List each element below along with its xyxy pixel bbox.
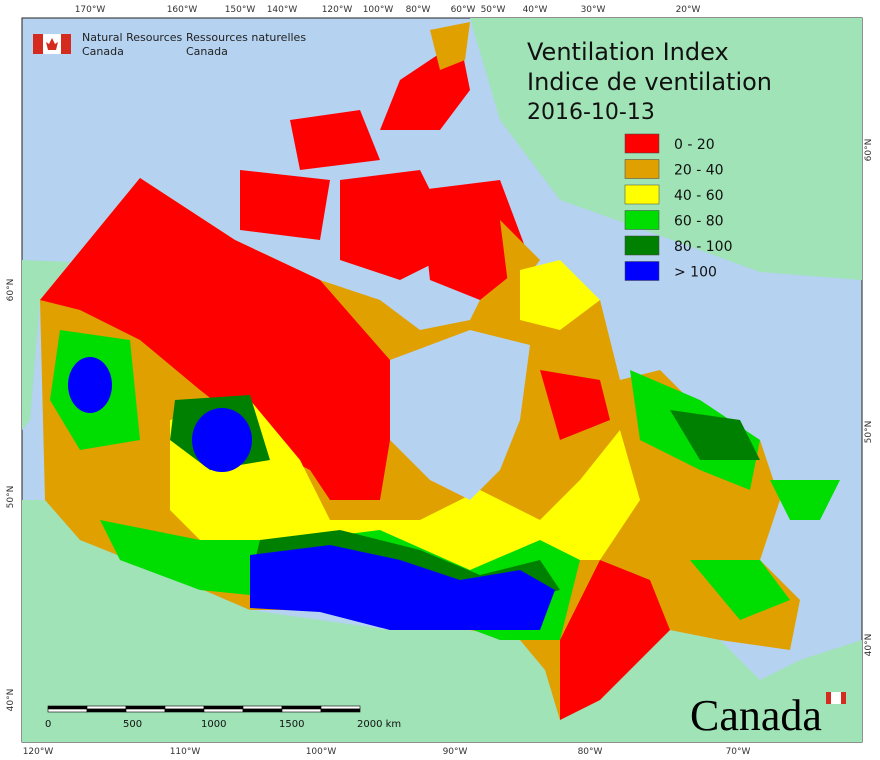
- longitude-label: 40°W: [523, 5, 548, 15]
- longitude-label: 110°W: [170, 747, 201, 757]
- maple-leaf: [46, 38, 58, 50]
- scale-segment: [86, 705, 127, 710]
- legend-label: 80 - 100: [674, 239, 733, 255]
- longitude-label: 120°W: [23, 747, 54, 757]
- ventilation-zone: [520, 260, 600, 330]
- latitude-label: 60°N: [864, 139, 874, 162]
- canada-wordmark: Canada: [690, 691, 822, 740]
- ventilation-zone: [240, 170, 330, 240]
- scale-segment: [242, 708, 283, 713]
- ventilation-zone: [420, 180, 530, 300]
- agency-logo: Natural Resources Canada Ressources natu…: [33, 31, 306, 58]
- longitude-label: 100°W: [363, 5, 394, 15]
- latitude-label: 50°N: [864, 421, 874, 444]
- longitude-label: 150°W: [225, 5, 256, 15]
- scale-label: 1000: [201, 719, 226, 730]
- ventilation-zone: [770, 480, 840, 520]
- longitude-label: 100°W: [306, 747, 337, 757]
- latitude-label: 40°N: [6, 689, 16, 712]
- scale-segment: [203, 708, 244, 713]
- legend-label: > 100: [674, 265, 717, 281]
- longitude-label: 170°W: [75, 5, 106, 15]
- flag-bar: [61, 34, 71, 54]
- scale-segment: [281, 705, 322, 710]
- wordmark-flag: [826, 692, 831, 704]
- legend-label: 60 - 80: [674, 214, 724, 230]
- legend-swatch: [624, 210, 660, 230]
- scale-segment: [47, 705, 88, 710]
- date: 2016-10-13: [527, 100, 655, 125]
- agency-en: Natural Resources: [82, 31, 183, 44]
- latitude-label: 40°N: [864, 634, 874, 657]
- ventilation-zone: [500, 220, 540, 300]
- legend-swatch: [624, 159, 660, 179]
- title: Ventilation Index: [527, 38, 729, 66]
- scale-label: 0: [45, 719, 51, 730]
- legend: 0 - 20 20 - 40 40 - 60 60 - 80 80 - 100 > 100: [624, 133, 733, 281]
- agency-fr: Ressources naturelles: [186, 31, 306, 44]
- scale-segment: [164, 705, 205, 710]
- longitude-label: 160°W: [167, 5, 198, 15]
- latitude-label: 50°N: [6, 486, 16, 509]
- legend-swatch: [624, 133, 660, 154]
- scale-segment: [320, 708, 361, 713]
- flag-bar: [33, 34, 43, 54]
- longitude-label: 30°W: [581, 5, 606, 15]
- scale-segment: [203, 705, 244, 710]
- scale-segment: [164, 708, 205, 713]
- graticule-labels: 170°W 160°W 150°W 140°W 120°W 100°W 80°W 60°W 50…: [6, 5, 874, 757]
- title: Indice de ventilation: [527, 68, 772, 96]
- longitude-label: 50°W: [481, 5, 506, 15]
- scale-label: 500: [123, 719, 142, 730]
- wordmark-flag: [841, 692, 846, 704]
- legend-swatch: [624, 235, 660, 256]
- alaska: [22, 260, 70, 430]
- latitude-label: 60°N: [6, 279, 16, 302]
- scale-label: 1500: [279, 719, 304, 730]
- ventilation-zone: [170, 400, 640, 580]
- legend-swatch: [624, 184, 660, 205]
- scale-segment: [242, 705, 283, 710]
- ventilation-zone: [670, 410, 760, 460]
- scale-bar: 0 500 1000 1500 2000 km: [45, 705, 401, 730]
- legend-label: 0 - 20: [674, 137, 715, 153]
- ventilation-zone: [68, 357, 112, 413]
- ventilation-zone: [40, 178, 390, 480]
- ventilation-zone: [250, 545, 555, 630]
- legend-swatch: [624, 261, 660, 281]
- longitude-label: 120°W: [322, 5, 353, 15]
- ventilation-zone: [560, 560, 670, 720]
- agency-en: Canada: [82, 45, 124, 58]
- ventilation-zone: [690, 560, 790, 620]
- longitude-label: 80°W: [578, 747, 603, 757]
- ventilation-zone: [290, 110, 380, 170]
- scale-segment: [281, 708, 322, 713]
- scale-label: 2000 km: [357, 719, 401, 730]
- longitude-label: 140°W: [267, 5, 298, 15]
- ventilation-zone: [192, 408, 252, 472]
- scale-segment: [125, 708, 166, 713]
- legend-label: 20 - 40: [674, 163, 724, 179]
- longitude-label: 90°W: [443, 747, 468, 757]
- ventilation-zone: [430, 22, 470, 70]
- usa: [22, 500, 862, 742]
- land: [22, 18, 862, 742]
- hudson-bay: [390, 330, 530, 500]
- longitude-label: 80°W: [406, 5, 431, 15]
- scale-segment: [125, 705, 166, 710]
- scale-segment: [320, 705, 361, 710]
- longitude-label: 20°W: [676, 5, 701, 15]
- greenland: [470, 18, 862, 280]
- agency-fr: Canada: [186, 45, 228, 58]
- longitude-label: 70°W: [726, 747, 751, 757]
- scale-segment: [86, 708, 127, 713]
- ventilation-zone: [540, 370, 610, 440]
- legend-label: 40 - 60: [674, 188, 724, 204]
- wordmark: Canada: [690, 691, 846, 740]
- scale-segment: [47, 708, 88, 713]
- longitude-label: 60°W: [451, 5, 476, 15]
- ventilation-zones: [40, 22, 840, 720]
- ventilation-zone: [290, 440, 390, 500]
